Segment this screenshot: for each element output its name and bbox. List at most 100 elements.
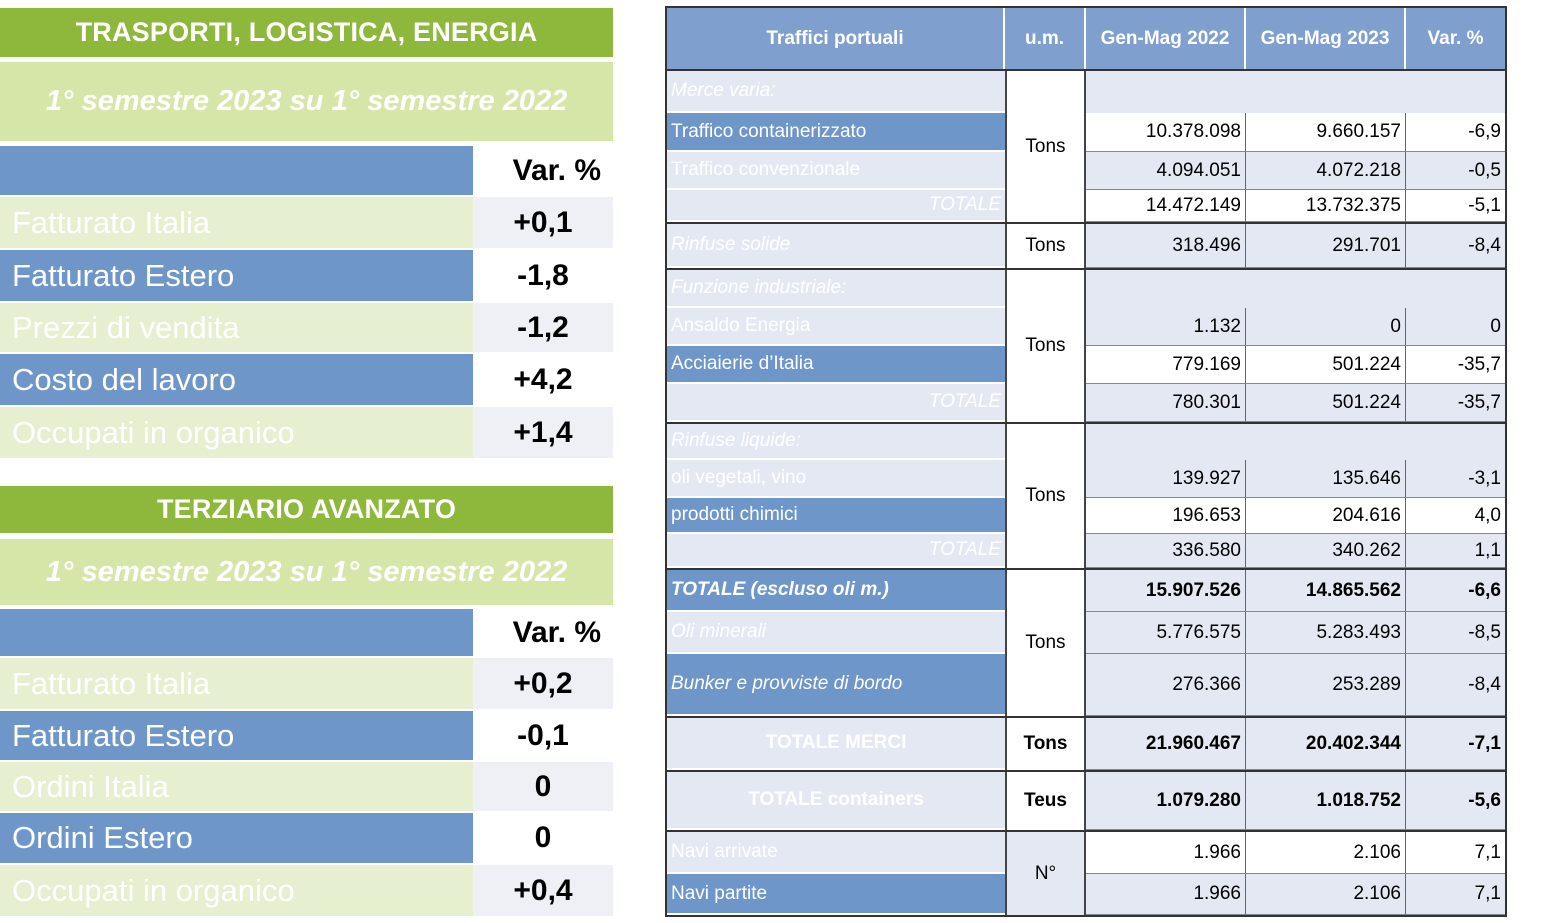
header-divider xyxy=(667,69,1505,71)
panel1-row-label: Costo del lavoro xyxy=(0,354,473,405)
panel1-row-value: +1,4 xyxy=(473,407,613,458)
cell-2023: 340.262 xyxy=(1246,534,1406,568)
cell-var: -5,1 xyxy=(1406,190,1505,222)
unit-cell: Tons xyxy=(1005,424,1086,568)
row-label-totale: TOTALE xyxy=(667,384,1005,422)
panel2-row-label: Fatturato Italia xyxy=(0,658,473,709)
cell-var: 0 xyxy=(1406,308,1505,346)
cell-2022: 276.366 xyxy=(1086,654,1246,716)
panel2-row-label: Ordini Estero xyxy=(0,813,473,863)
unit-cell: Teus xyxy=(1005,772,1086,830)
panel1-row-label: Prezzi di vendita xyxy=(0,303,473,352)
header-var: Var. % xyxy=(1406,8,1505,69)
cell-2023: 2.106 xyxy=(1246,874,1406,915)
group-divider xyxy=(667,422,1505,424)
header-um: u.m. xyxy=(1005,8,1086,69)
cell-var: 7,1 xyxy=(1406,874,1505,915)
cell-var: -0,5 xyxy=(1406,152,1505,190)
row-label: Oli minerali xyxy=(667,612,1005,654)
cell-2023: 13.732.375 xyxy=(1246,190,1406,222)
cell-2023: 2.106 xyxy=(1246,832,1406,874)
row-label: Navi partite xyxy=(667,874,1005,915)
panel1-subtitle: 1° semestre 2023 su 1° semestre 2022 xyxy=(0,62,613,141)
section-funzione: Funzione industriale: xyxy=(667,270,1005,308)
panel2-row-value: -0,1 xyxy=(473,711,613,760)
cell-2023: 501.224 xyxy=(1246,384,1406,422)
cell-2022: 21.960.467 xyxy=(1086,718,1246,770)
cell-2022: 14.472.149 xyxy=(1086,190,1246,222)
unit-cell: Tons xyxy=(1005,570,1086,716)
cell-var: -8,5 xyxy=(1406,612,1505,654)
row-label: oli vegetali, vino xyxy=(667,460,1005,498)
cell-var: -35,7 xyxy=(1406,346,1505,384)
row-label-totale: TOTALE xyxy=(667,534,1005,568)
unit-cell: N° xyxy=(1005,832,1086,915)
header-traffici: Traffici portuali xyxy=(667,8,1005,69)
cell-2023: 20.402.344 xyxy=(1246,718,1406,770)
cell-2023: 253.289 xyxy=(1246,654,1406,716)
cell-2023: 501.224 xyxy=(1246,346,1406,384)
panel2-subtitle: 1° semestre 2023 su 1° semestre 2022 xyxy=(0,539,613,605)
panel1-row-label: Fatturato Italia xyxy=(0,197,473,248)
cell-var: -3,1 xyxy=(1406,460,1505,498)
row-label: Navi arrivate xyxy=(667,832,1005,874)
row-label: Traffico convenzionale xyxy=(667,152,1005,190)
panel2-var-header: Var. % xyxy=(473,609,613,656)
section-rinfuse-liquide: Rinfuse liquide: xyxy=(667,424,1005,460)
cell-2022: 336.580 xyxy=(1086,534,1246,568)
cell-2022: 5.776.575 xyxy=(1086,612,1246,654)
cell-2022: 780.301 xyxy=(1086,384,1246,422)
cell-var: -6,6 xyxy=(1406,570,1505,612)
cell-var: -5,6 xyxy=(1406,772,1505,830)
group-divider xyxy=(667,268,1505,270)
row-label: TOTALE MERCI xyxy=(667,718,1005,770)
unit-cell: Tons xyxy=(1005,270,1086,422)
panel1-row-label: Fatturato Estero xyxy=(0,250,473,301)
group-divider xyxy=(667,716,1505,718)
cell-var: 7,1 xyxy=(1406,832,1505,874)
cell-2023: 135.646 xyxy=(1246,460,1406,498)
cell-2022: 779.169 xyxy=(1086,346,1246,384)
cell-2023: 5.283.493 xyxy=(1246,612,1406,654)
cell-var: -7,1 xyxy=(1406,718,1505,770)
panel1-header-blank xyxy=(0,146,473,195)
panel2-row-value: +0,2 xyxy=(473,658,613,709)
section-band xyxy=(1086,71,1505,113)
section-band xyxy=(1086,270,1505,308)
cell-2023: 1.018.752 xyxy=(1246,772,1406,830)
port-traffic-table xyxy=(665,6,1507,917)
header-2023: Gen-Mag 2023 xyxy=(1246,8,1406,69)
cell-2022: 139.927 xyxy=(1086,460,1246,498)
cell-2022: 1.966 xyxy=(1086,832,1246,874)
panel2-title: TERZIARIO AVANZATO xyxy=(0,486,613,533)
cell-2023: 204.616 xyxy=(1246,498,1406,534)
row-label: TOTALE containers xyxy=(667,772,1005,830)
row-label: TOTALE (escluso oli m.) xyxy=(667,570,1005,612)
row-label: prodotti chimici xyxy=(667,498,1005,534)
cell-2023: 9.660.157 xyxy=(1246,113,1406,152)
header-2022: Gen-Mag 2022 xyxy=(1086,8,1246,69)
row-label: Acciaierie d’Italia xyxy=(667,346,1005,384)
panel2-header-blank xyxy=(0,609,473,656)
cell-2022: 196.653 xyxy=(1086,498,1246,534)
cell-var: 4,0 xyxy=(1406,498,1505,534)
panel2-row-label: Fatturato Estero xyxy=(0,711,473,760)
row-label-totale: TOTALE xyxy=(667,190,1005,222)
section-merce-varia: Merce varia: xyxy=(667,71,1005,113)
cell-var: -6,9 xyxy=(1406,113,1505,152)
cell-2023: 14.865.562 xyxy=(1246,570,1406,612)
panel2-row-value: +0,4 xyxy=(473,865,613,916)
panel1-row-value: -1,2 xyxy=(473,303,613,352)
panel1-row-value: +4,2 xyxy=(473,354,613,405)
unit-cell: Tons xyxy=(1005,71,1086,222)
panel1-row-value: -1,8 xyxy=(473,250,613,301)
group-divider xyxy=(667,830,1505,832)
cell-2022: 10.378.098 xyxy=(1086,113,1246,152)
cell-2022: 1.079.280 xyxy=(1086,772,1246,830)
row-label: Rinfuse solide xyxy=(667,224,1005,268)
cell-var: -35,7 xyxy=(1406,384,1505,422)
cell-2023: 0 xyxy=(1246,308,1406,346)
panel2-row-value: 0 xyxy=(473,762,613,811)
panel2-row-value: 0 xyxy=(473,813,613,863)
panel1-row-label: Occupati in organico xyxy=(0,407,473,458)
